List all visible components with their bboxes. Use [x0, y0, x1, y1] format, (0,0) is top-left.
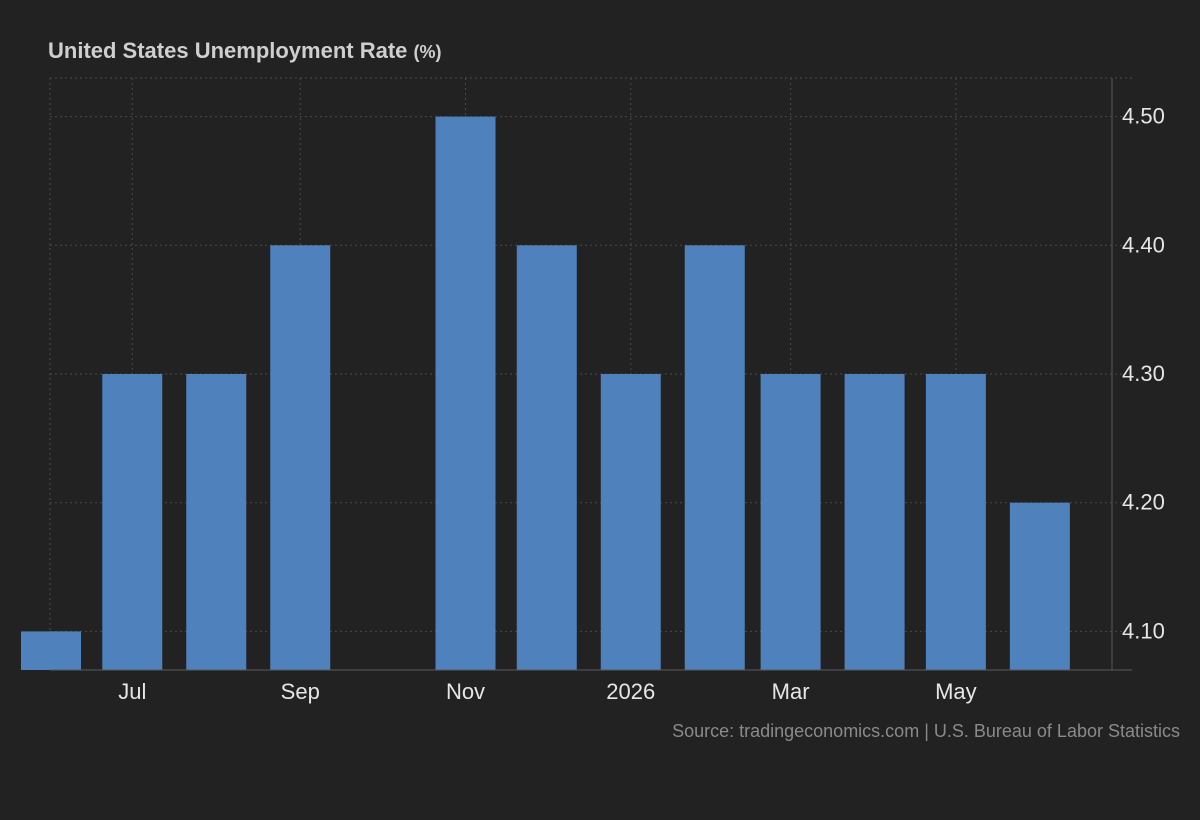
source-note: Source: tradingeconomics.com | U.S. Bure… — [672, 721, 1180, 741]
y-tick-label: 4.40 — [1122, 232, 1165, 257]
x-tick-label: May — [935, 679, 977, 704]
bar — [600, 374, 661, 670]
y-tick-label: 4.10 — [1122, 618, 1165, 643]
y-tick-label: 4.30 — [1122, 361, 1165, 386]
bar — [186, 374, 247, 670]
x-tick-label: Mar — [772, 679, 810, 704]
bar — [435, 116, 496, 670]
bar — [516, 245, 577, 670]
bar — [925, 374, 986, 670]
y-tick-label: 4.20 — [1122, 490, 1165, 515]
x-tick-label: Sep — [281, 679, 320, 704]
bar — [21, 631, 81, 670]
x-tick-label: 2026 — [606, 679, 655, 704]
chart-title-unit: (%) — [413, 42, 442, 62]
bar — [684, 245, 745, 670]
bar — [760, 374, 821, 670]
chart-title-text: United States Unemployment Rate — [48, 38, 408, 63]
bar — [270, 245, 331, 670]
x-tick-label: Jul — [118, 679, 146, 704]
x-tick-label: Nov — [446, 679, 485, 704]
bar — [1009, 502, 1070, 670]
bar — [102, 374, 163, 670]
chart-title: United States Unemployment Rate (%) — [48, 38, 442, 64]
bar — [844, 374, 905, 670]
y-tick-label: 4.50 — [1122, 104, 1165, 129]
